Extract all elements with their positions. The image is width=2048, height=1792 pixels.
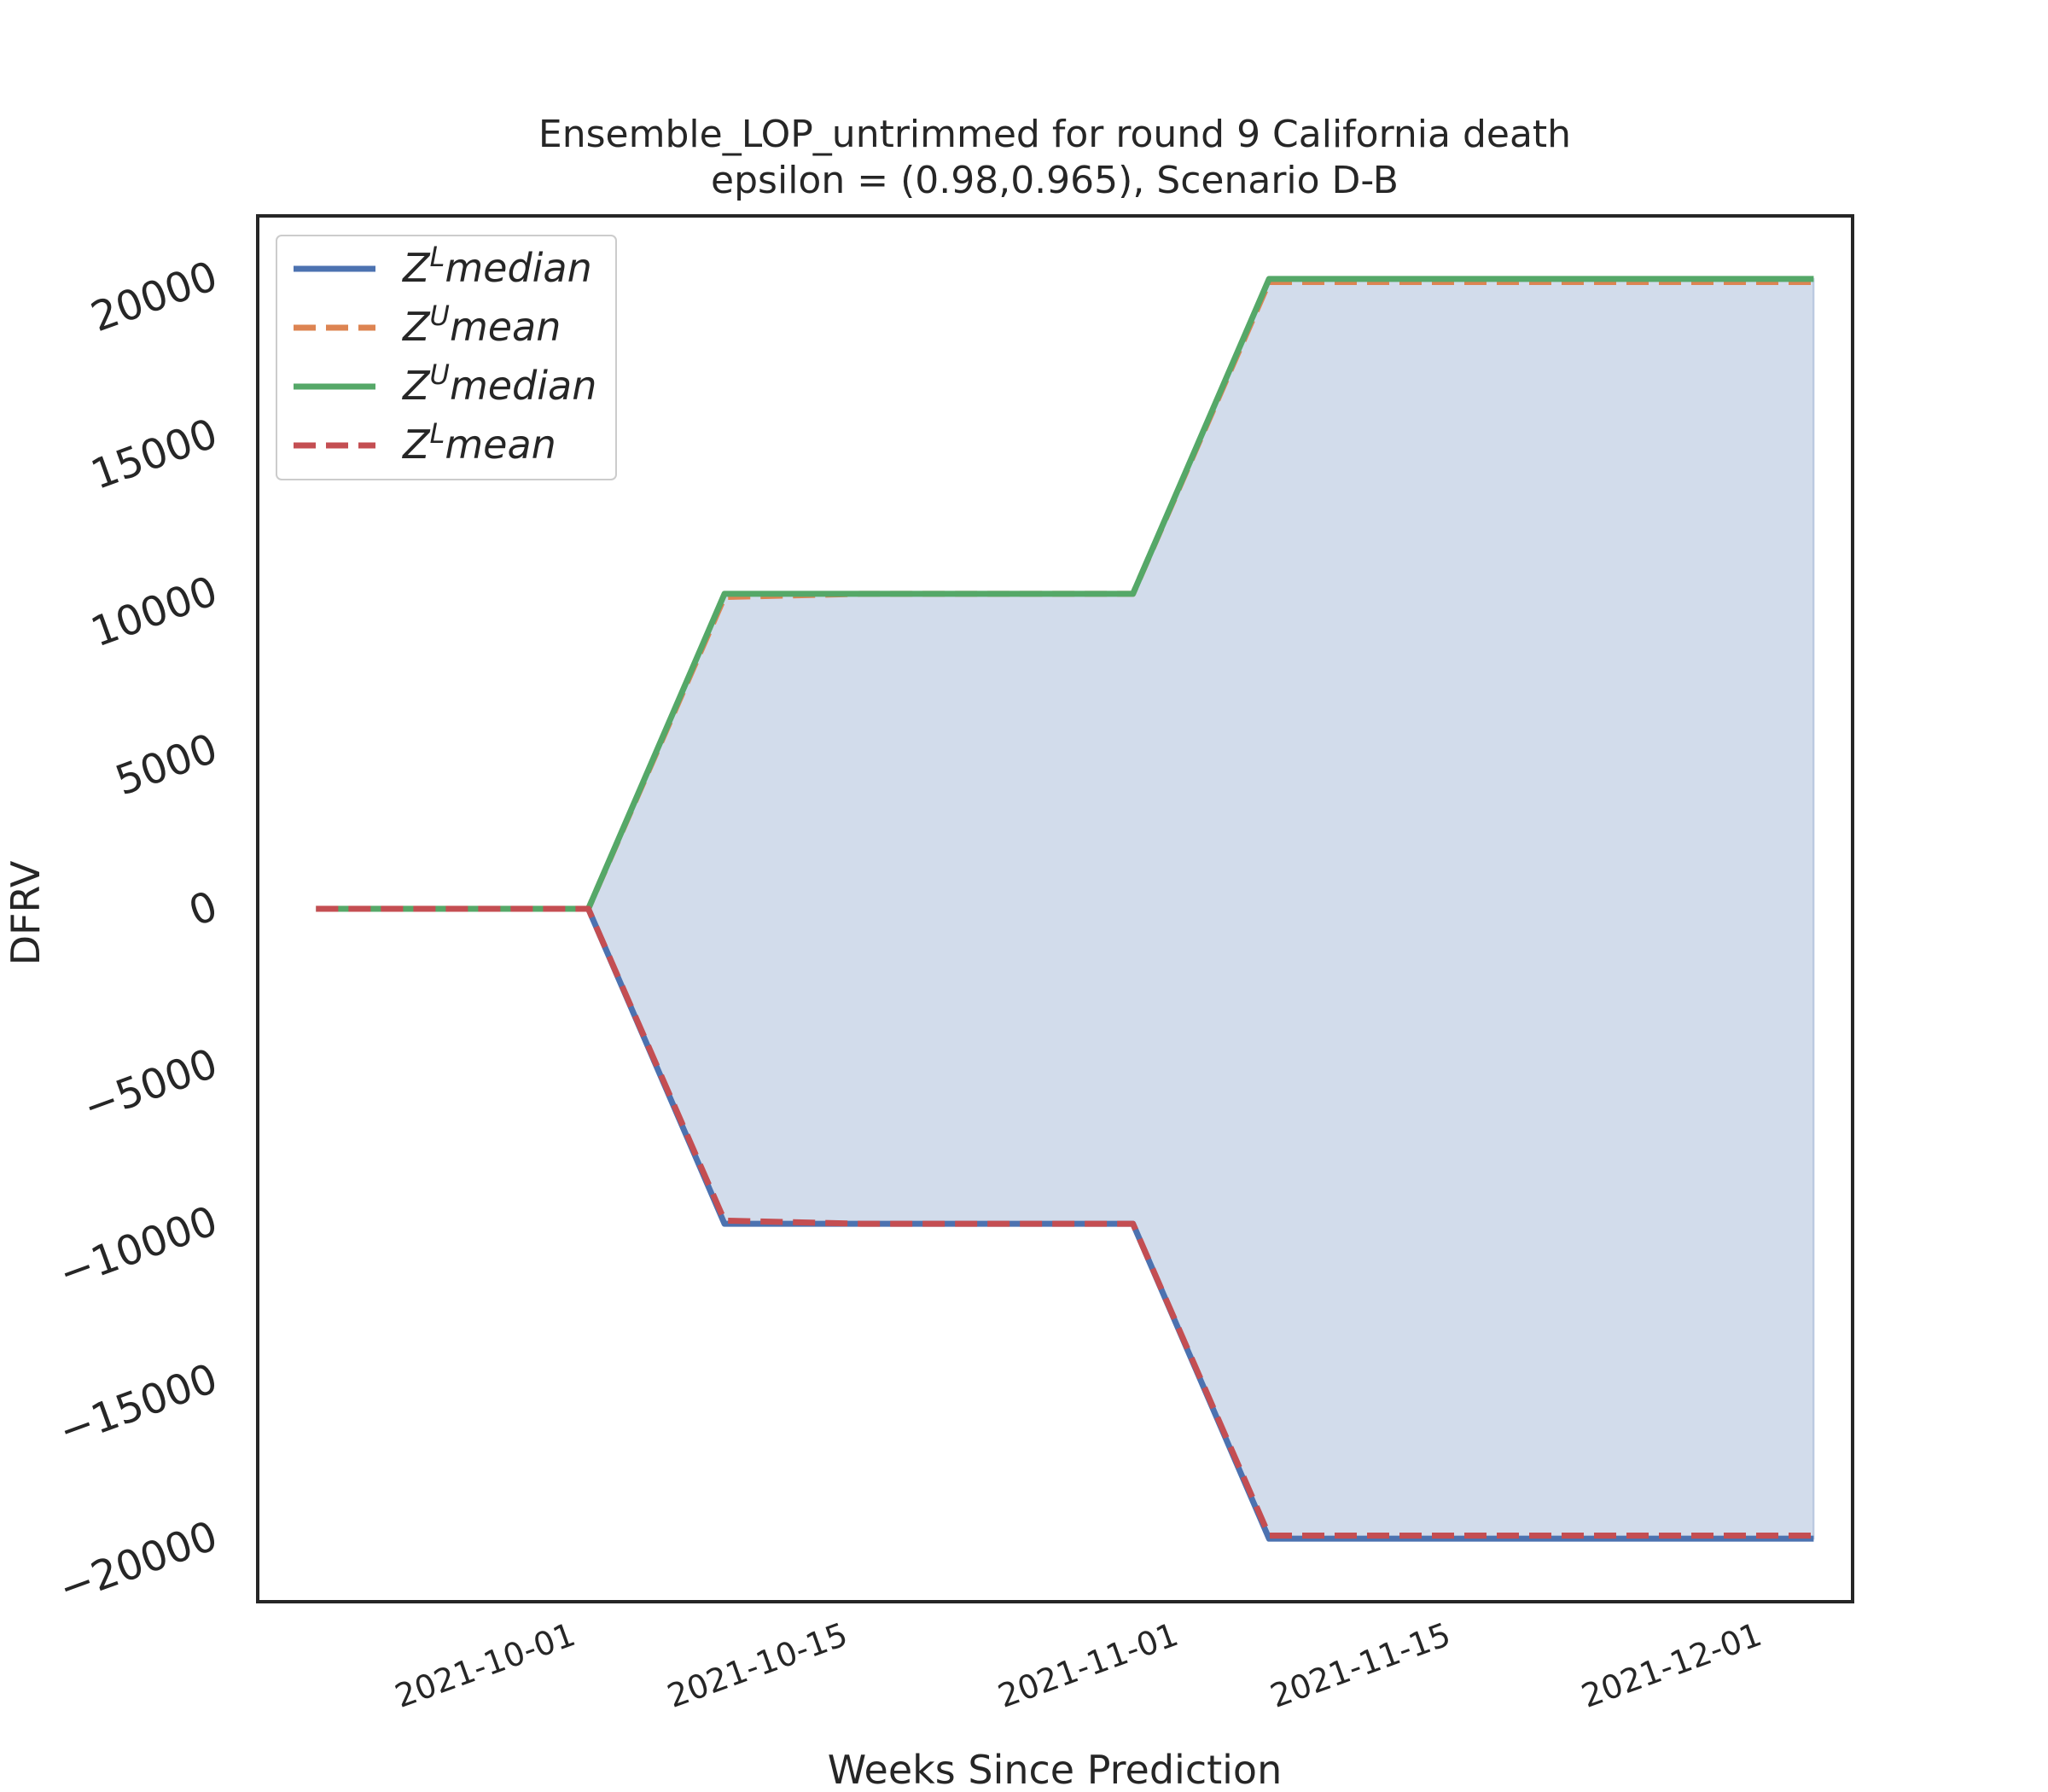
x-tick-label: 2021-12-01 — [1577, 1615, 1767, 1715]
y-tick-label: −10000 — [53, 1197, 224, 1299]
legend-label: ZLmean — [401, 417, 556, 468]
y-tick-label: −15000 — [53, 1354, 224, 1456]
y-tick-label: −20000 — [53, 1512, 224, 1614]
chart-subtitle: epsilon = (0.98,0.965), Scenario D-B — [711, 159, 1399, 202]
legend-label: ZUmedian — [401, 358, 596, 409]
y-axis-label: DFRV — [3, 860, 49, 965]
plot-area — [316, 276, 1815, 1542]
y-tick-label: 20000 — [84, 252, 224, 341]
legend-label: ZUmean — [401, 300, 561, 350]
x-axis-label: Weeks Since Prediction — [828, 1747, 1282, 1792]
x-tick-label: 2021-10-01 — [390, 1615, 580, 1715]
x-tick-label: 2021-11-01 — [993, 1615, 1184, 1715]
y-tick-label: 10000 — [84, 567, 224, 657]
chart-title: Ensemble_LOP_untrimmed for round 9 Calif… — [538, 113, 1571, 156]
plot-frame — [256, 214, 1854, 1603]
x-tick-labels: 2021-10-01 2021-10-15 2021-11-01 2021-11-15… — [390, 1615, 1766, 1715]
x-tick-label: 2021-11-15 — [1265, 1615, 1456, 1715]
y-tick-label: 15000 — [84, 410, 224, 499]
y-tick-labels: 20000 15000 10000 5000 0 −5000 −10000 −15000 −20… — [53, 252, 224, 1613]
y-tick-label: 0 — [183, 882, 224, 936]
series-line-4 — [316, 905, 1814, 1539]
y-tick-label: −5000 — [77, 1039, 224, 1132]
legend-box — [276, 235, 617, 480]
legend: ZLmedian ZUmean ZUmedian ZLmean — [276, 235, 617, 480]
legend-label: ZLmedian — [401, 241, 592, 291]
x-tick-label: 2021-10-15 — [662, 1615, 852, 1715]
series-line-3 — [316, 276, 1814, 912]
y-tick-label: 5000 — [109, 724, 224, 805]
